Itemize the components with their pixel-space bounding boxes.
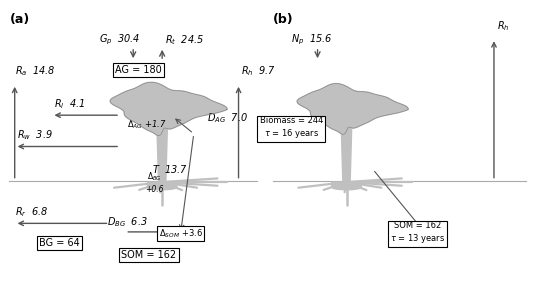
Text: $D_{AG}$  7.0: $D_{AG}$ 7.0 xyxy=(207,111,248,125)
Text: (b): (b) xyxy=(273,13,293,26)
Text: $\Delta_{BG}$
+0.6: $\Delta_{BG}$ +0.6 xyxy=(145,171,164,194)
Polygon shape xyxy=(341,125,352,181)
Text: $R_h$  9.7: $R_h$ 9.7 xyxy=(241,64,276,78)
Text: SOM = 162: SOM = 162 xyxy=(121,250,177,260)
Polygon shape xyxy=(110,82,227,136)
Polygon shape xyxy=(157,126,167,181)
Polygon shape xyxy=(148,182,177,190)
Text: $G_p$  30.4: $G_p$ 30.4 xyxy=(99,33,140,47)
Text: $R_a$  14.8: $R_a$ 14.8 xyxy=(15,64,56,78)
Text: SOM = 162
$\tau$ = 13 years: SOM = 162 $\tau$ = 13 years xyxy=(390,222,445,245)
Polygon shape xyxy=(297,84,408,134)
Polygon shape xyxy=(332,182,361,190)
Text: Biomass = 244
$\tau$ = 16 years: Biomass = 244 $\tau$ = 16 years xyxy=(259,116,323,140)
Text: $R_t$  24.5: $R_t$ 24.5 xyxy=(165,33,204,47)
Text: $\Delta_{AG}$ +1.7: $\Delta_{AG}$ +1.7 xyxy=(127,119,166,131)
Text: $T$  13.7: $T$ 13.7 xyxy=(151,163,187,175)
Text: $R_w$  3.9: $R_w$ 3.9 xyxy=(17,128,53,142)
Text: $N_p$  15.6: $N_p$ 15.6 xyxy=(291,33,333,47)
Text: AG = 180: AG = 180 xyxy=(115,65,162,75)
Text: $R_r$  6.8: $R_r$ 6.8 xyxy=(15,205,48,219)
Text: BG = 64: BG = 64 xyxy=(39,238,80,248)
Text: $R_h$: $R_h$ xyxy=(496,19,509,33)
Text: $D_{BG}$  6.3: $D_{BG}$ 6.3 xyxy=(107,215,148,229)
Text: (a): (a) xyxy=(10,13,29,26)
Text: $R_l$  4.1: $R_l$ 4.1 xyxy=(54,97,86,111)
Text: $\Delta_{SOM}$ +3.6: $\Delta_{SOM}$ +3.6 xyxy=(159,227,203,240)
